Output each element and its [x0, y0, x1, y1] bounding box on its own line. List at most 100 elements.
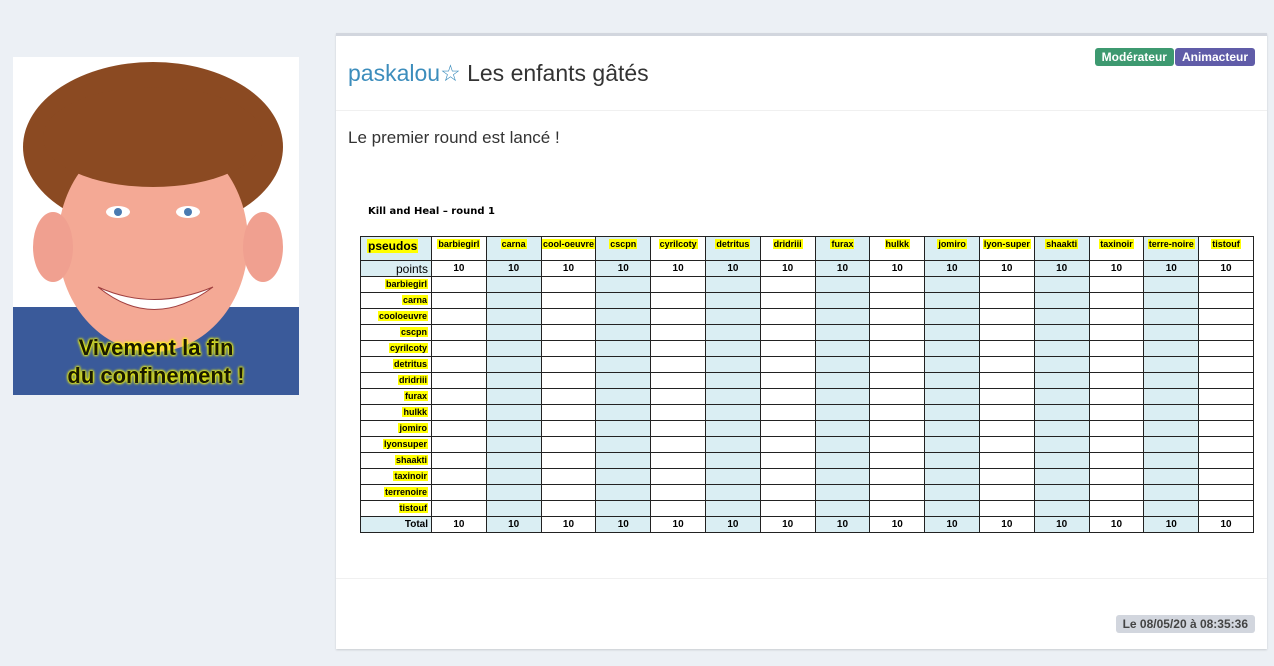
points-cell: 10: [431, 260, 487, 277]
score-cell: [1143, 436, 1200, 453]
score-cell: [485, 388, 542, 405]
score-cell: [978, 420, 1035, 437]
score-cell: [540, 292, 597, 309]
score-cell: [814, 500, 871, 517]
score-cell: [1143, 404, 1200, 421]
score-cell: [869, 468, 926, 485]
cell-text: 10: [617, 519, 629, 530]
score-cell: [1088, 276, 1145, 293]
score-cell: [1198, 372, 1254, 389]
score-cell: [1143, 468, 1200, 485]
score-cell: [540, 452, 597, 469]
table-row: carna: [360, 292, 1254, 309]
score-cell: [595, 500, 652, 517]
cell-text: lyonsuper: [382, 439, 428, 449]
column-header: detritus: [704, 236, 761, 261]
score-cell: [540, 276, 597, 293]
cell-text: cscpn: [609, 239, 638, 249]
score-cell: [1198, 484, 1254, 501]
score-cell: [704, 308, 761, 325]
post-message: Le premier round est lancé !: [348, 128, 560, 147]
cell-text: 10: [1056, 263, 1068, 274]
score-cell: [1088, 356, 1145, 373]
avatar: Vivement la fin du confinement !: [13, 57, 299, 395]
score-cell: [650, 324, 706, 341]
total-cell: 10: [540, 516, 597, 533]
score-cell: [869, 356, 926, 373]
username-link[interactable]: paskalou: [348, 60, 441, 86]
row-header: dridriii: [360, 372, 432, 389]
score-cell: [814, 404, 871, 421]
cell-text: taxinoir: [393, 471, 428, 481]
score-cell: [1088, 292, 1145, 309]
column-header: carna: [485, 236, 542, 261]
score-cell: [1198, 500, 1254, 517]
score-cell: [1198, 420, 1254, 437]
points-cell: 10: [1143, 260, 1200, 277]
score-cell: [814, 356, 871, 373]
score-cell: [1033, 388, 1090, 405]
post-card: paskalou☆ Les enfants gâtés Modérateur A…: [336, 33, 1267, 649]
cell-text: 10: [1001, 263, 1013, 274]
points-cell: 10: [540, 260, 597, 277]
table-row: cyrilcoty: [360, 340, 1254, 357]
score-cell: [1033, 292, 1090, 309]
score-cell: [704, 500, 761, 517]
points-cell: 10: [759, 260, 816, 277]
score-cell: [978, 276, 1035, 293]
score-cell: [1198, 340, 1254, 357]
table-row: taxinoir: [360, 468, 1254, 485]
score-cell: [978, 356, 1035, 373]
table-row: tistouf: [360, 500, 1254, 517]
cell-text: hulkk: [884, 239, 911, 249]
row-header: shaakti: [360, 452, 432, 469]
score-cell: [978, 292, 1035, 309]
score-cell: [869, 308, 926, 325]
table-row: jomiro: [360, 420, 1254, 437]
total-cell: 10: [1143, 516, 1200, 533]
cell-text: dridriii: [772, 239, 803, 249]
cell-text: terre-noire: [1147, 239, 1195, 249]
score-cell: [1033, 372, 1090, 389]
cell-text: shaakti: [1045, 239, 1079, 249]
score-cell: [1033, 500, 1090, 517]
score-cell: [595, 308, 652, 325]
cell-text: 10: [672, 263, 684, 274]
score-cell: [650, 452, 706, 469]
cell-text: Total: [404, 519, 428, 530]
cell-text: 10: [782, 519, 794, 530]
row-header: lyonsuper: [360, 436, 432, 453]
points-label: points: [360, 260, 432, 277]
row-header: cooloeuvre: [360, 308, 432, 325]
avatar-caption-line1: Vivement la fin: [78, 335, 234, 360]
column-header: cyrilcoty: [650, 236, 706, 261]
total-cell: 10: [924, 516, 980, 533]
score-cell: [650, 500, 706, 517]
cell-text: taxinoir: [1099, 239, 1134, 249]
column-header: terre-noire: [1143, 236, 1200, 261]
score-cell: [978, 452, 1035, 469]
score-cell: [978, 308, 1035, 325]
score-cell: [431, 500, 487, 517]
table-row: shaakti: [360, 452, 1254, 469]
score-cell: [759, 292, 816, 309]
score-cell: [814, 468, 871, 485]
score-cell: [595, 420, 652, 437]
score-cell: [814, 324, 871, 341]
score-cell: [650, 468, 706, 485]
score-cell: [814, 436, 871, 453]
score-cell: [650, 372, 706, 389]
points-cell: 10: [1088, 260, 1145, 277]
score-cell: [485, 372, 542, 389]
cell-text: 10: [1165, 519, 1177, 530]
score-cell: [595, 324, 652, 341]
table-row: barbiegirl: [360, 276, 1254, 293]
score-cell: [1143, 356, 1200, 373]
score-cell: [924, 436, 980, 453]
score-cell: [431, 340, 487, 357]
score-cell: [1143, 452, 1200, 469]
score-cell: [431, 372, 487, 389]
column-header: dridriii: [759, 236, 816, 261]
total-cell: 10: [595, 516, 652, 533]
score-cell: [759, 356, 816, 373]
